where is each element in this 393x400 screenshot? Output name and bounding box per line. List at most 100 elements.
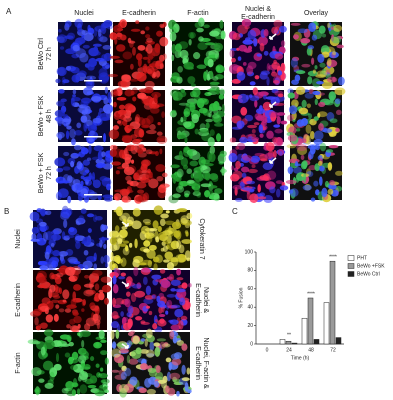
cell: [113, 193, 122, 201]
cell: [65, 121, 69, 127]
cell: [287, 88, 294, 94]
legend-label: BeWo +FSK: [357, 263, 385, 269]
cell: [251, 128, 256, 134]
cell: [76, 161, 83, 170]
cell: [305, 124, 312, 134]
cell: [44, 251, 50, 260]
cell: [147, 168, 151, 174]
cell: [84, 323, 91, 331]
cell: [143, 298, 154, 305]
cell: [256, 53, 262, 57]
cell: [49, 284, 56, 293]
cell: [94, 25, 106, 32]
scale-bar: [84, 194, 102, 196]
cell: [210, 81, 218, 89]
cell: [318, 123, 324, 131]
cell: [203, 24, 210, 29]
cell: [114, 59, 124, 64]
cell: [108, 73, 119, 78]
cell: [174, 43, 182, 52]
cell: [129, 180, 139, 187]
cell: [117, 120, 122, 124]
cell: [170, 353, 180, 360]
cell: [138, 262, 147, 266]
cell: [147, 58, 151, 64]
cell: [166, 276, 173, 280]
cell: [158, 313, 166, 318]
cell: [215, 52, 220, 60]
cell: [51, 229, 60, 235]
cell: [116, 32, 123, 40]
cell: [58, 308, 65, 313]
cell: [304, 92, 314, 99]
cell: [56, 34, 68, 44]
cell: [49, 292, 60, 298]
cell: [145, 328, 153, 339]
cell: [154, 319, 159, 323]
cell: [230, 165, 234, 171]
cell: [236, 71, 246, 81]
cell: [290, 58, 299, 68]
cell: [44, 225, 49, 231]
label: E-cadherin: [15, 283, 22, 317]
cell: [198, 36, 204, 42]
cell: [194, 21, 202, 29]
cell: [163, 259, 170, 263]
cell: [153, 205, 164, 215]
cell: [71, 138, 76, 146]
cell: [204, 172, 211, 181]
cell: [93, 263, 98, 270]
cell: [179, 90, 187, 98]
cell: [154, 371, 164, 380]
cell: [71, 96, 81, 102]
cell: [141, 117, 151, 128]
cell: [83, 121, 88, 132]
cell: [170, 324, 181, 331]
cell: [260, 158, 268, 162]
cell: [186, 367, 191, 375]
cell: [310, 197, 316, 202]
cell: [43, 329, 54, 337]
micrograph: [54, 144, 115, 204]
cell: [258, 91, 269, 97]
cell: [58, 28, 62, 33]
cell: [55, 78, 61, 84]
cell: [130, 349, 142, 360]
cell: [45, 314, 54, 323]
cell: [170, 279, 181, 286]
cell: [79, 330, 91, 338]
cell: [263, 29, 269, 37]
cell: [215, 133, 222, 142]
cell: [286, 144, 297, 149]
cell: [145, 129, 157, 135]
label-group: E-cadherin: [122, 10, 156, 17]
cell: [171, 109, 177, 114]
cell: [106, 183, 111, 191]
cell: [336, 44, 344, 49]
cell: [172, 378, 181, 383]
cell: [176, 390, 180, 397]
cell: [263, 50, 269, 56]
scale-bar: [84, 80, 102, 82]
cell: [116, 87, 123, 97]
cell: [296, 144, 308, 152]
cell: [300, 154, 305, 161]
cell: [137, 189, 145, 194]
cell: [169, 31, 177, 42]
cell: [197, 42, 208, 50]
cell: [166, 371, 171, 382]
cell: [335, 170, 343, 176]
cell: [104, 86, 109, 94]
cell: [100, 117, 111, 121]
cell: [138, 387, 147, 394]
cell: [90, 356, 95, 362]
cell: [287, 134, 298, 142]
cell: [207, 136, 215, 147]
cell: [155, 70, 161, 78]
cell: [308, 150, 314, 160]
cell: [165, 210, 170, 214]
cell: [329, 179, 335, 186]
cell: [144, 221, 152, 226]
cell: [171, 221, 182, 230]
cell: [113, 354, 125, 364]
